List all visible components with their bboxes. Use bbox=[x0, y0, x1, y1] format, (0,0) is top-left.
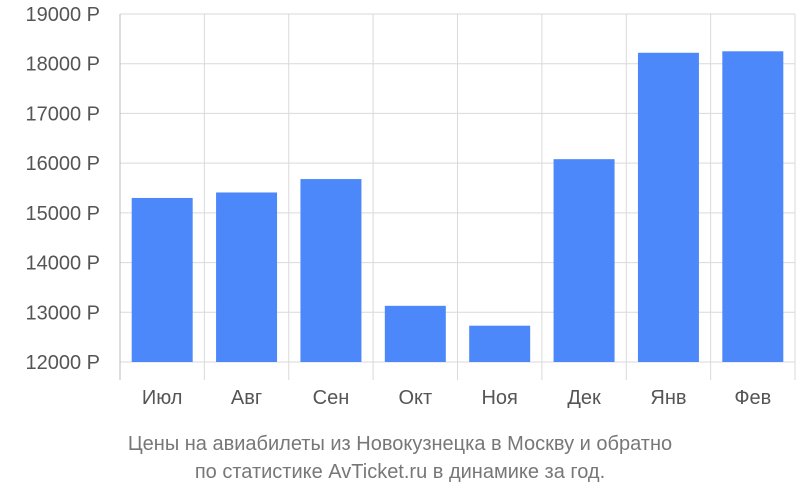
bars bbox=[131, 51, 784, 363]
y-tick-label: 17000 Р bbox=[25, 103, 100, 125]
bar-3 bbox=[300, 179, 362, 362]
x-tick-label: Янв bbox=[650, 387, 686, 409]
chart-caption-line-1: Цены на авиабилеты из Новокузнецка в Мос… bbox=[127, 433, 673, 455]
x-tick-label: Ноя bbox=[481, 387, 517, 409]
chart-caption-line-2: по статистике AvTicket.ru в динамике за … bbox=[194, 461, 606, 483]
x-tick-label: Сен bbox=[313, 387, 350, 409]
bar-7 bbox=[637, 52, 699, 363]
x-tick-label: Фев bbox=[734, 387, 771, 409]
y-tick-label: 15000 Р bbox=[25, 203, 100, 225]
gridlines bbox=[120, 13, 796, 380]
bar-5 bbox=[469, 325, 531, 362]
y-tick-label: 12000 Р bbox=[25, 352, 100, 374]
bar-4 bbox=[384, 305, 446, 362]
bar-2 bbox=[216, 192, 278, 362]
y-tick-label: 18000 Р bbox=[25, 54, 100, 76]
x-tick-label: Авг bbox=[231, 387, 262, 409]
y-tick-label: 14000 Р bbox=[25, 253, 100, 275]
bar-6 bbox=[553, 159, 615, 362]
x-tick-label: Дек bbox=[567, 387, 601, 409]
x-tick-label: Окт bbox=[398, 387, 432, 409]
y-tick-label: 16000 Р bbox=[25, 153, 100, 175]
x-tick-label: Июл bbox=[142, 387, 183, 409]
y-tick-label: 19000 Р bbox=[25, 4, 100, 26]
tick-labels: 12000 Р 13000 Р 14000 Р 15000 Р 16000 Р 17000… bbox=[25, 4, 771, 409]
price-bar-chart: 12000 Р 13000 Р 14000 Р 15000 Р 16000 Р 17000… bbox=[25, 4, 796, 409]
bar-8 bbox=[722, 51, 784, 363]
bar-1 bbox=[131, 197, 193, 362]
y-tick-label: 13000 Р bbox=[25, 302, 100, 324]
